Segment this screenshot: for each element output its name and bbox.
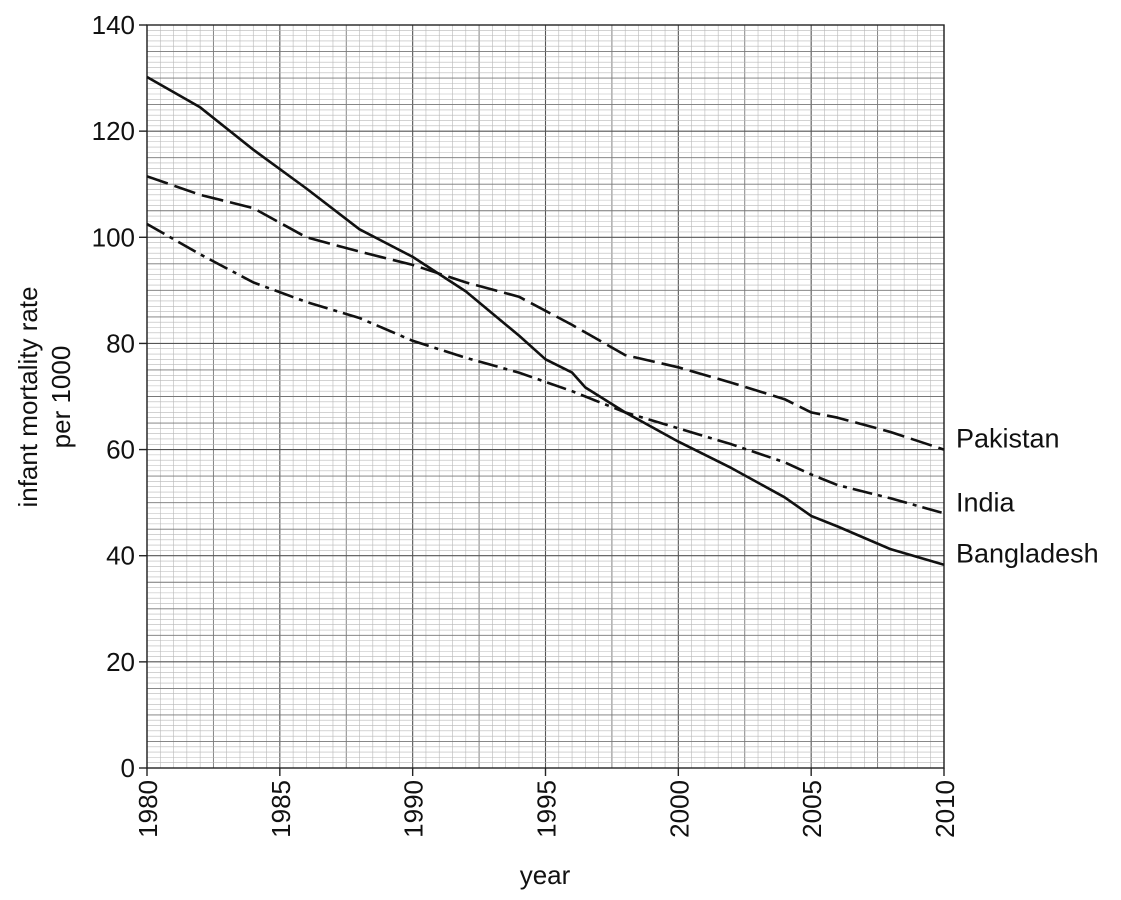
x-tick-label: 2005	[797, 780, 827, 838]
pakistan-series-line	[146, 175, 945, 451]
x-tick-label: 1990	[399, 780, 429, 838]
x-axis-title: year	[520, 860, 571, 890]
pakistan-series-label: Pakistan	[956, 424, 1060, 454]
y-tick-label: 80	[106, 328, 135, 358]
y-tick-label: 140	[92, 10, 135, 40]
bangladesh-series-line	[146, 75, 945, 566]
y-tick-label: 20	[106, 647, 135, 677]
y-tick-label: 0	[121, 753, 135, 783]
x-tick-label: 1985	[266, 780, 296, 838]
y-axis-title-line1: infant mortality rate	[13, 286, 43, 507]
series-lines	[146, 75, 945, 566]
series-labels: Pakistan India Bangladesh	[956, 424, 1099, 569]
x-tick-label: 1995	[532, 780, 562, 838]
plot-frame	[139, 24, 945, 776]
x-tick-label: 2010	[930, 780, 960, 838]
y-tick-label: 60	[106, 435, 135, 465]
y-tick-label: 100	[92, 222, 135, 252]
bangladesh-series-label: Bangladesh	[956, 539, 1099, 569]
x-tick-label: 2000	[664, 780, 694, 838]
india-series-label: India	[956, 487, 1016, 517]
y-axis-title-line2: per 1000	[46, 346, 76, 449]
x-tick-label: 1980	[133, 780, 163, 838]
tick-labels: 0 20 40 60 80 100 120 140 1980 1985 1990 1995 2000 20…	[92, 10, 960, 838]
plot-grid	[146, 24, 945, 769]
india-series-line	[146, 222, 945, 515]
y-tick-label: 120	[92, 116, 135, 146]
y-tick-label: 40	[106, 541, 135, 571]
